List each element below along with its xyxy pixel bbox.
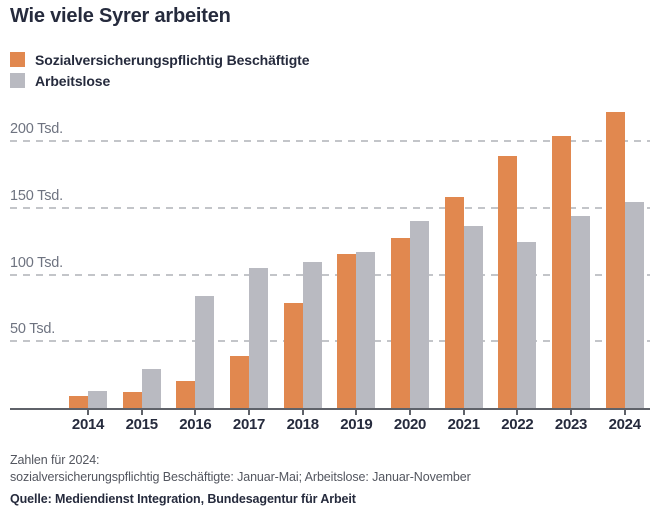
bar-beschaeftigte-2022 [498, 156, 518, 408]
bar-arbeitslose-2024 [624, 202, 644, 408]
bar-beschaeftigte-2019 [337, 254, 357, 408]
x-axis-tick-2018 [301, 410, 304, 415]
x-axis-label-2017: 2017 [232, 416, 266, 433]
x-axis-label-2024: 2024 [608, 416, 641, 433]
bar-beschaeftigte-2018 [283, 303, 303, 408]
legend-item-beschaeftigte: Sozialversicherungspflichtig Beschäftigt… [10, 51, 310, 68]
x-axis-tick-2024 [623, 410, 626, 415]
legend-item-arbeitslose: Arbeitslose [10, 72, 309, 89]
x-axis-line [10, 408, 650, 410]
bar-beschaeftigte-2015 [122, 392, 142, 408]
bar-beschaeftigte-2016 [176, 381, 196, 408]
y-axis-label-150: 150 Tsd. [10, 187, 63, 204]
x-axis-tick-2022 [516, 410, 519, 415]
y-axis-label-50: 50 Tsd. [10, 321, 56, 338]
x-axis-label-2018: 2018 [286, 416, 319, 433]
bar-beschaeftigte-2014 [69, 396, 88, 408]
x-axis-label-2020: 2020 [393, 416, 427, 433]
x-axis-label-2023: 2023 [554, 416, 588, 433]
bar-beschaeftigte-2024 [605, 112, 625, 408]
x-axis-tick-2023 [570, 410, 573, 415]
bar-arbeitslose-2018 [302, 262, 322, 408]
legend-label: Sozialversicherungspflichtig Beschäftigt… [35, 51, 310, 68]
x-axis-tick-2021 [462, 410, 465, 415]
footnote-line-2: sozialversicherungspflichtig Beschäftigt… [10, 470, 471, 484]
x-axis-tick-2015 [140, 410, 143, 415]
gridline-150 [10, 206, 650, 209]
legend: Sozialversicherungspflichtig Beschäftigt… [10, 51, 310, 94]
x-axis-label-2016: 2016 [179, 416, 212, 433]
gridline-100 [10, 273, 650, 276]
chart-title: Wie viele Syrer arbeiten [10, 5, 231, 27]
gridline-200 [10, 140, 650, 142]
x-axis-tick-2019 [355, 410, 358, 415]
legend-label: Arbeitslose [35, 72, 111, 89]
bar-arbeitslose-2023 [571, 216, 591, 408]
bar-beschaeftigte-2020 [391, 238, 411, 408]
bar-beschaeftigte-2017 [230, 356, 249, 408]
x-axis-label-2021: 2021 [447, 416, 480, 433]
bar-arbeitslose-2022 [517, 242, 537, 408]
bar-arbeitslose-2021 [463, 226, 483, 408]
x-axis-tick-2017 [248, 410, 250, 415]
bar-arbeitslose-2016 [195, 296, 215, 408]
source-line: Quelle: Mediendienst Integration, Bundes… [10, 492, 356, 506]
x-axis-label-2014: 2014 [71, 416, 105, 433]
x-axis-label-2015: 2015 [125, 416, 158, 433]
x-axis-label-2019: 2019 [340, 416, 373, 433]
y-axis-label-100: 100 Tsd. [10, 254, 63, 271]
bar-arbeitslose-2020 [410, 221, 430, 408]
x-axis-tick-2016 [194, 410, 197, 415]
bar-arbeitslose-2017 [249, 268, 268, 408]
bar-beschaeftigte-2023 [552, 136, 572, 408]
bar-arbeitslose-2015 [141, 369, 161, 408]
x-axis-tick-2020 [409, 410, 412, 415]
x-axis-tick-2014 [87, 410, 89, 415]
y-axis-label-200: 200 Tsd. [10, 121, 63, 137]
x-axis-label-2022: 2022 [501, 416, 534, 433]
legend-swatch-orange [10, 52, 25, 67]
bar-beschaeftigte-2021 [444, 197, 464, 408]
legend-swatch-gray [10, 73, 25, 88]
gridline-50 [10, 340, 650, 343]
bar-arbeitslose-2019 [356, 252, 376, 408]
footnote-line-1: Zahlen für 2024: [10, 453, 100, 467]
bar-arbeitslose-2014 [88, 391, 107, 408]
